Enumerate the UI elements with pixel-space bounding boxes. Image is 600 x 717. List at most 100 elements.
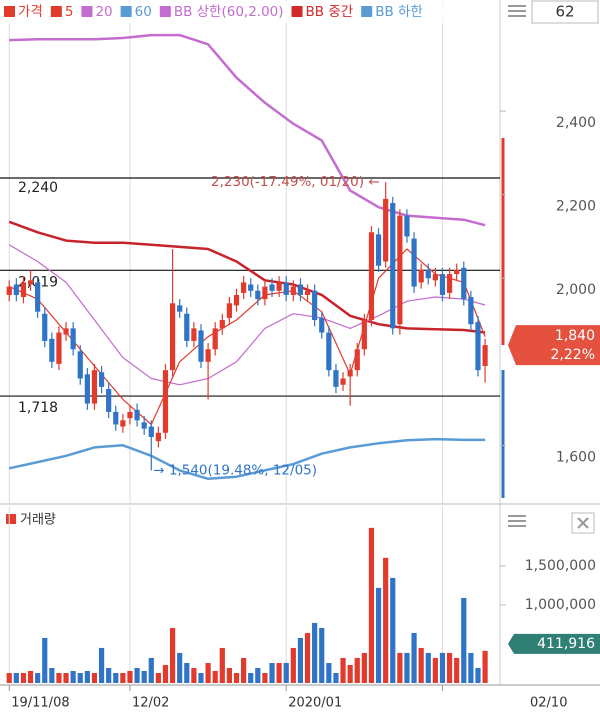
candle-body (290, 286, 296, 295)
volume-bar (418, 647, 424, 683)
volume-bar (454, 657, 460, 683)
legend-swatch (4, 6, 15, 17)
volume-bar (276, 663, 282, 683)
current-price-box (508, 325, 600, 366)
candle-body (70, 328, 76, 350)
volume-bar (241, 657, 247, 683)
volume-bar (56, 673, 62, 683)
volume-bar (184, 663, 190, 683)
volume-label: 거래량 (20, 513, 56, 528)
volume-bar (77, 673, 83, 683)
volume-bar (169, 627, 176, 683)
volume-bar (404, 652, 410, 683)
volume-bar (13, 673, 19, 683)
volume-bar (375, 587, 382, 683)
volume-bar (411, 632, 417, 683)
level-label: 1,718 (18, 400, 58, 416)
volume-bar (255, 668, 261, 683)
volume-bar (297, 637, 304, 683)
candle-body (98, 372, 105, 387)
volume-bar (198, 673, 204, 683)
legend-swatch (291, 6, 303, 17)
legend-swatch (361, 6, 373, 17)
candle-body (184, 313, 190, 341)
volume-legend-swatch (6, 514, 16, 524)
volume-bar (127, 670, 133, 683)
period-value[interactable]: 62 (555, 3, 574, 21)
candle-body (233, 294, 240, 306)
volume-bar (205, 663, 211, 683)
indicator-line (8, 244, 486, 386)
volume-bar (84, 670, 90, 683)
current-change: 2,22% (551, 347, 595, 363)
volume-bar (27, 670, 34, 683)
legend-label: 가격 (18, 4, 43, 20)
volume-bar (233, 673, 240, 683)
candle-body (77, 351, 83, 379)
candle-body (383, 198, 389, 262)
candle-body (63, 328, 69, 335)
candle-body (333, 370, 339, 387)
candle-body (368, 232, 375, 321)
candle-body (20, 282, 27, 298)
legend-label: 5 (65, 4, 74, 20)
volume-bar (248, 673, 254, 683)
candle-body (454, 269, 460, 275)
candle-body (49, 338, 55, 362)
period-box[interactable] (531, 0, 599, 24)
candle-body (262, 286, 268, 300)
volume-bar (439, 652, 446, 683)
volume-bar (148, 657, 154, 683)
menu-icon[interactable] (508, 5, 526, 17)
volume-tick-label: 1,500,000 (525, 558, 596, 574)
y-tick-label: 2,400 (556, 115, 596, 131)
volume-bar (432, 657, 438, 683)
annotation: 2,230(-17.49%, 01/20) ← (211, 174, 380, 190)
candle-body (91, 370, 98, 404)
level-label: 2,240 (18, 180, 58, 196)
candle-body (155, 432, 161, 442)
volume-bar (333, 673, 339, 683)
x-tick-label: 12/02 (132, 696, 169, 711)
candle-body (134, 409, 140, 421)
candle-body (241, 282, 247, 293)
volume-bar (468, 652, 474, 683)
candle-body (411, 238, 417, 287)
volume-bar (340, 657, 346, 683)
current-volume-box (508, 633, 600, 654)
legend-label: 60 (135, 4, 152, 20)
volume-bar (120, 673, 126, 683)
volume-bar (361, 652, 367, 683)
candle-body (475, 322, 481, 371)
y-tick-label: 2,200 (556, 199, 596, 215)
volume-bar (425, 652, 431, 683)
candle-body (361, 320, 367, 350)
candle-body (113, 411, 119, 425)
legend-label: BB 상한(60,2.00) (174, 4, 284, 20)
candle-body (340, 378, 346, 385)
candle-body (226, 303, 233, 318)
volume-bar (397, 652, 403, 683)
close-button[interactable] (571, 512, 595, 534)
volume-bar (134, 668, 140, 683)
x-tick-label: 2020/01 (288, 696, 342, 711)
candle-body (354, 349, 360, 371)
volume-bar (269, 663, 275, 683)
candle-body (276, 282, 282, 291)
legend-swatch (50, 6, 62, 17)
volume-bar (106, 668, 112, 683)
last-date: 02/10 (530, 696, 567, 711)
volume-bar (20, 673, 27, 683)
volume-bar (91, 673, 98, 683)
volume-bar (368, 527, 375, 683)
candle-body (120, 420, 126, 427)
volume-bar (141, 670, 147, 683)
volume-bar (283, 663, 289, 683)
volume-bar (347, 664, 353, 683)
volume-bar (446, 652, 453, 683)
volume-menu-icon[interactable] (508, 515, 526, 527)
volume-bar (226, 668, 233, 683)
candle-body (446, 274, 453, 293)
candle-body (482, 345, 488, 366)
